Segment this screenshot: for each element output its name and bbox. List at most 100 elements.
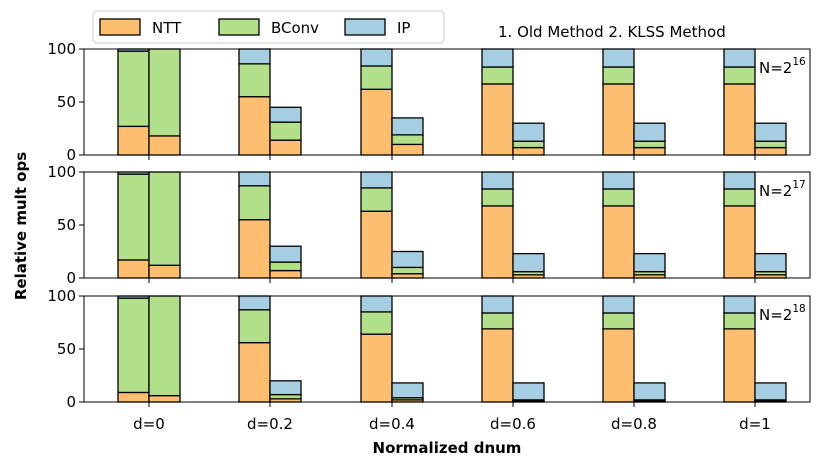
bar-bconv-old	[481, 188, 514, 207]
bar-ntt-klss	[391, 143, 424, 156]
y-tick-label: 100	[47, 40, 76, 58]
bar-ip-old	[238, 48, 271, 65]
panel-frame	[83, 171, 811, 279]
legend-frame	[92, 10, 445, 44]
bar-ip-klss	[391, 117, 424, 136]
legend-label-bconv: BConv	[271, 19, 319, 37]
y-tick-label: 50	[57, 93, 76, 111]
bar-ip-old	[238, 295, 271, 311]
x-tick-label: d=0.8	[611, 415, 657, 433]
panel-1: 0 50 100 N=216	[47, 40, 811, 164]
bar-ip-klss	[391, 250, 424, 269]
bar-ip-old	[602, 48, 635, 68]
y-tick-label: 0	[66, 393, 76, 411]
bar-ntt-klss	[269, 269, 302, 279]
bar-ip-old	[360, 171, 393, 189]
bar-ip-old	[602, 295, 635, 314]
bar-bconv-old	[117, 297, 150, 394]
bar-ntt-old	[360, 88, 393, 156]
bar-bconv-klss	[148, 171, 181, 266]
bar-ip-old	[723, 48, 756, 68]
bar-bconv-old	[238, 185, 271, 221]
bar-bconv-old	[117, 173, 150, 261]
bar-ntt-old	[481, 328, 514, 403]
bar-ntt-old	[723, 328, 756, 403]
bar-bconv-old	[117, 50, 150, 128]
y-tick-label: 50	[57, 216, 76, 234]
legend-label-ntt: NTT	[152, 19, 182, 37]
x-tick-label: d=0.4	[369, 415, 415, 433]
bar-ip-old	[723, 295, 756, 314]
legend-swatch-ip	[344, 18, 386, 36]
x-axis-title: Normalized dnum	[373, 439, 522, 457]
panel-frame	[83, 295, 811, 403]
bar-bconv-klss	[512, 140, 545, 149]
bar-bconv-klss	[391, 134, 424, 146]
bar-bconv-old	[723, 66, 756, 85]
bar-bconv-klss	[269, 261, 302, 272]
bar-bconv-klss	[148, 48, 181, 137]
bar-ntt-old	[602, 328, 635, 403]
bar-ntt-old	[602, 83, 635, 156]
bar-ip-klss	[269, 380, 302, 396]
panel-n-base: N=2	[759, 59, 792, 77]
bar-ip-old	[360, 48, 393, 67]
bar-ntt-old	[238, 341, 271, 403]
bar-ip-klss	[512, 382, 545, 401]
bar-ip-old	[238, 171, 271, 187]
bar-ip-old	[481, 171, 514, 190]
panel-n-exponent: 16	[792, 56, 806, 68]
bar-ip-klss	[633, 382, 666, 401]
bar-ntt-klss	[754, 146, 787, 156]
bar-bconv-old	[360, 65, 393, 90]
bar-bconv-klss	[269, 121, 302, 141]
x-tick-label: d=0.2	[247, 415, 293, 433]
y-tick-label: 100	[47, 287, 76, 305]
bar-ntt-old	[723, 83, 756, 156]
bar-bconv-old	[238, 309, 271, 344]
bar-ntt-old	[723, 205, 756, 279]
bar-ip-old	[723, 171, 756, 190]
bar-ip-klss	[269, 106, 302, 123]
bar-bconv-old	[481, 312, 514, 330]
bar-ntt-old	[117, 391, 150, 403]
panel-3: 0 50 100 N=218	[47, 287, 811, 411]
bar-bconv-klss	[754, 140, 787, 149]
bar-ntt-klss	[633, 146, 666, 156]
bar-bconv-old	[723, 312, 756, 330]
bar-bconv-klss	[391, 266, 424, 275]
y-tick-label: 50	[57, 340, 76, 358]
bar-bconv-klss	[633, 140, 666, 149]
x-tick-label: d=0	[133, 415, 165, 433]
bar-ntt-old	[117, 259, 150, 279]
bar-bconv-old	[360, 311, 393, 335]
panel-n-exponent: 18	[792, 303, 805, 315]
bar-ntt-old	[481, 205, 514, 279]
bar-ntt-klss	[269, 139, 302, 156]
bar-ip-klss	[391, 382, 424, 399]
bar-ip-klss	[754, 382, 787, 401]
bar-ip-klss	[512, 252, 545, 273]
panel-n-base: N=2	[759, 306, 792, 324]
y-axis-title: Relative mult ops	[12, 152, 30, 300]
y-tick-label: 0	[66, 269, 76, 287]
legend: NTT BConv IP	[92, 10, 445, 44]
bar-bconv-old	[602, 188, 635, 207]
panel-2: 0 50 100 N=217	[47, 163, 811, 287]
bar-ip-klss	[512, 122, 545, 142]
y-tick-label: 100	[47, 163, 76, 181]
bar-bconv-old	[602, 312, 635, 330]
panel-n-label: N=217	[759, 179, 806, 200]
bar-bconv-old	[723, 188, 756, 207]
bar-ntt-old	[602, 205, 635, 279]
bar-ip-klss	[754, 122, 787, 142]
bar-ip-klss	[269, 245, 302, 263]
bar-ip-old	[360, 295, 393, 313]
bar-bconv-klss	[148, 295, 181, 397]
panel-n-label: N=216	[759, 56, 806, 77]
panel-frame	[83, 48, 811, 156]
panel-n-base: N=2	[759, 182, 792, 200]
bar-bconv-old	[238, 63, 271, 98]
